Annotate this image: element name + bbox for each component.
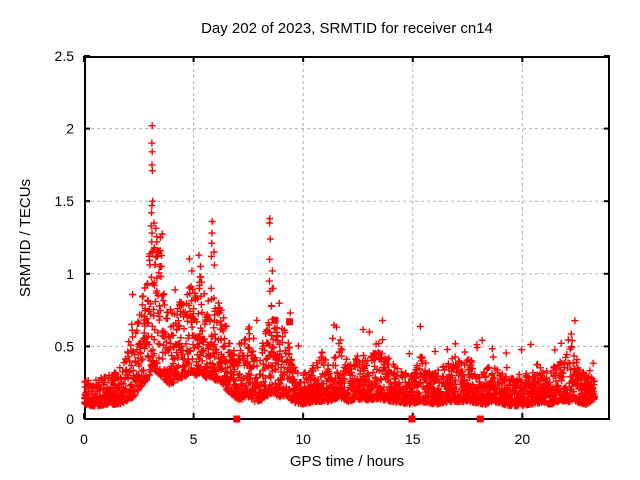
grid-layer (85, 57, 609, 418)
y-tick-label: 1.5 (55, 193, 75, 209)
x-tick-label: 15 (405, 431, 421, 447)
x-tick-label: 20 (515, 431, 531, 447)
flag-square-marker (271, 316, 279, 324)
flag-square-marker (476, 415, 484, 423)
flag-square-marker (408, 415, 416, 423)
y-axis-label: SRMTID / TECUs (17, 179, 34, 297)
plot-border (84, 56, 610, 420)
srmtid-plus-markers (81, 122, 599, 410)
flag-square-marker (233, 415, 241, 423)
y-tick-label: 0.5 (55, 338, 75, 354)
tick-layer (83, 55, 610, 420)
y-tick-label: 2.5 (55, 48, 75, 64)
tick-label-layer: 0 5 10 15 20 0 0.5 1 1.5 2 2.5 (55, 48, 531, 447)
x-axis-label: GPS time / hours (290, 453, 404, 470)
y-tick-label: 1 (66, 266, 74, 282)
y-tick-label: 0 (66, 411, 74, 427)
flag-square-marker (286, 318, 294, 326)
chart-title: Day 202 of 2023, SRMTID for receiver cn1… (201, 20, 493, 37)
x-tick-label: 5 (190, 431, 198, 447)
data-points-layer (81, 122, 599, 423)
x-tick-label: 0 (80, 431, 88, 447)
y-tick-label: 2 (66, 121, 74, 137)
x-tick-label: 10 (295, 431, 311, 447)
